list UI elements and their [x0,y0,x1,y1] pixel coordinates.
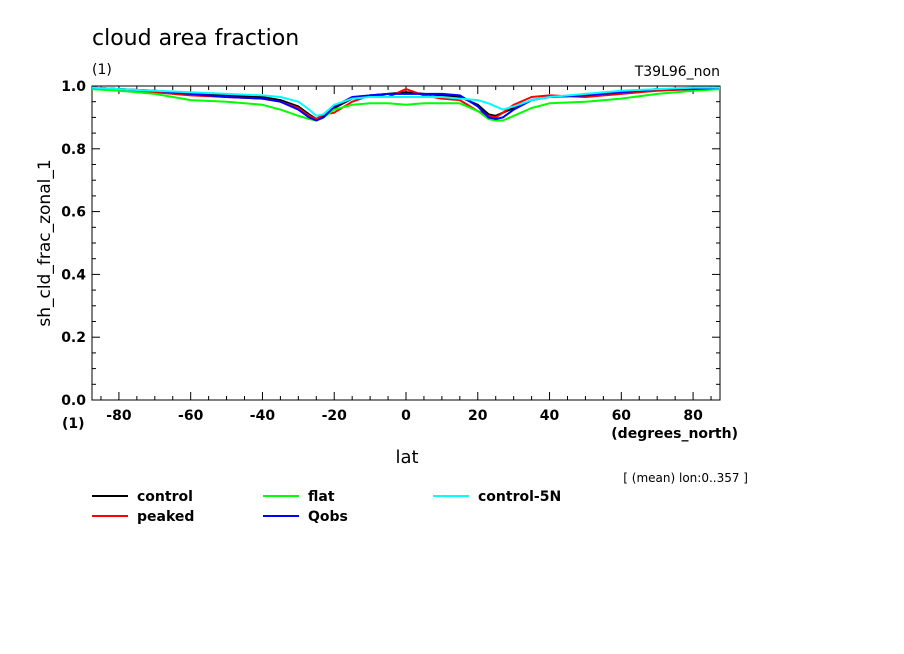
axis-ticks [92,85,720,401]
x-axis-label: lat [395,447,418,468]
y-tick-label: 0.2 [61,330,86,346]
y-axis-label: sh_cld_frac_zonal_1 [35,159,55,326]
y-tick-labels: 0.0 0.2 0.4 0.6 0.8 1.0 [61,79,86,409]
legend-label-control-5n: control-5N [478,489,561,505]
legend-item-control: control [92,489,193,505]
y-units-label: (1) [62,416,85,432]
y-tick-label: 1.0 [61,79,86,95]
legend-item-control-5n: control-5N [433,489,561,505]
x-tick-label: -80 [106,408,132,424]
x-units-label: (degrees_north) [611,426,738,442]
title-units: (1) [92,62,112,78]
series-line-flat [91,88,721,122]
legend-label-flat: flat [308,489,335,505]
y-tick-label: 0.8 [61,142,86,158]
legend-label-qobs: Qobs [308,509,348,525]
legend-item-qobs: Qobs [263,509,348,525]
legend-label-control: control [137,489,193,505]
x-tick-label: 80 [683,408,703,424]
chart-title: cloud area fraction [92,26,299,51]
x-tick-label: 40 [540,408,560,424]
x-tick-label: 60 [612,408,632,424]
legend-label-peaked: peaked [137,509,194,525]
mean-note: [ (mean) lon:0..357 ] [623,471,748,485]
x-tick-label: 20 [468,408,488,424]
x-tick-label: -40 [250,408,276,424]
series-line-control-5n [91,86,720,117]
y-tick-label: 0.4 [61,267,86,283]
x-tick-label: -60 [178,408,204,424]
x-tick-labels: -80 -60 -40 -20 0 20 40 60 80 [106,408,703,424]
plot-frame [91,85,721,401]
y-tick-label: 0.6 [61,205,86,221]
legend: control peaked flat Qobs control-5N [92,489,561,525]
x-tick-label: -20 [322,408,348,424]
legend-item-flat: flat [263,489,335,505]
experiment-label: T39L96_non [634,64,720,80]
x-tick-label: 0 [401,408,411,424]
series-lines [91,86,721,122]
legend-item-peaked: peaked [92,509,194,525]
y-tick-label: 0.0 [61,393,86,409]
